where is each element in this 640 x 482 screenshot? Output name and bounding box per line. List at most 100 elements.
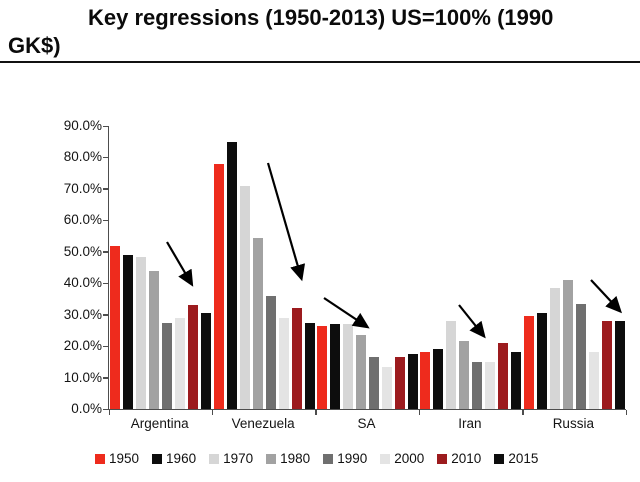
bar-venezuela-2000	[278, 317, 289, 409]
x-label-iran: Iran	[458, 416, 482, 431]
title-divider	[0, 61, 640, 63]
bar-argentina-2015	[201, 313, 212, 409]
bar-iran-2010	[498, 342, 509, 409]
bar-iran-2000	[485, 361, 496, 409]
bar-argentina-1950	[110, 245, 121, 409]
legend-swatch-2015	[494, 453, 505, 464]
bar-iran-1950	[420, 352, 431, 409]
legend-item-1950: 1950	[95, 451, 139, 466]
bar-iran-2015	[511, 352, 522, 409]
legend-swatch-1970	[209, 453, 220, 464]
y-tick	[103, 251, 108, 253]
x-label-venezuela: Venezuela	[231, 416, 295, 431]
bar-iran-1960	[433, 349, 444, 409]
bar-russia-1980	[562, 280, 573, 409]
bar-iran-1980	[459, 341, 470, 409]
bar-sa-1990	[369, 357, 380, 409]
legend-label: 1980	[280, 451, 311, 466]
plot-area	[103, 125, 627, 415]
y-tick-label: 40.0%	[63, 275, 102, 291]
bar-russia-2010	[601, 320, 612, 409]
bar-argentina-1960	[123, 254, 134, 409]
y-tick-label: 0.0%	[71, 401, 102, 416]
x-label-russia: Russia	[552, 416, 594, 431]
bar-russia-1950	[523, 316, 534, 409]
page-title: Key regressions (1950-2013) US=100% (199…	[0, 0, 640, 60]
legend-swatch-2000	[380, 453, 391, 464]
legend-item-2000: 2000	[380, 451, 424, 466]
legend-item-1960: 1960	[152, 451, 196, 466]
bar-iran-1970	[446, 320, 457, 409]
y-tick	[103, 314, 108, 316]
bar-argentina-1970	[136, 256, 147, 409]
bar-sa-1950	[317, 325, 328, 409]
legend-label: 1950	[109, 451, 140, 466]
bar-group-venezuela	[212, 126, 315, 409]
bar-russia-1970	[549, 287, 560, 409]
bar-venezuela-1950	[213, 163, 224, 409]
legend-label: 2000	[394, 451, 425, 466]
bar-group-argentina	[109, 126, 212, 409]
x-tick	[315, 410, 317, 415]
y-tick	[103, 345, 108, 348]
legend-label: 1990	[337, 451, 368, 466]
bar-group-iran	[419, 126, 522, 409]
x-label-argentina: Argentina	[130, 416, 189, 431]
legend-item-1970: 1970	[209, 451, 253, 466]
page-title-line1: Key regressions (1950-2013) US=100% (199…	[88, 5, 554, 30]
bar-russia-1990	[575, 303, 586, 409]
legend-label: 2015	[508, 451, 539, 466]
bar-venezuela-2015	[304, 322, 315, 409]
bar-sa-2010	[395, 357, 406, 409]
bar-russia-1960	[536, 313, 547, 409]
x-tick	[522, 410, 524, 415]
x-axis-labels: Argentina Venezuela SA Iran Russia	[108, 416, 625, 431]
legend-label: 2010	[451, 451, 482, 466]
y-tick-label: 20.0%	[63, 338, 102, 354]
legend-swatch-1980	[266, 453, 277, 464]
bar-iran-1990	[472, 361, 483, 409]
legend-swatch-1960	[152, 453, 163, 464]
y-tick-label: 70.0%	[63, 180, 102, 196]
bar-venezuela-1960	[226, 141, 237, 409]
bar-sa-1960	[330, 324, 341, 409]
y-tick-label: 10.0%	[63, 369, 102, 385]
bar-argentina-2000	[175, 317, 186, 409]
page-title-line2: GK$)	[8, 33, 61, 58]
bar-argentina-1980	[149, 270, 160, 409]
bar-venezuela-1970	[239, 185, 250, 409]
y-tick	[103, 408, 108, 410]
y-tick-label: 80.0%	[63, 149, 102, 165]
legend-swatch-1950	[95, 453, 105, 464]
legend-swatch-2010	[437, 453, 448, 464]
bar-sa-2000	[382, 366, 393, 409]
x-tick	[108, 410, 110, 415]
legend-item-2015: 2015	[494, 451, 538, 466]
bar-group-sa	[316, 126, 419, 409]
y-tick	[103, 282, 108, 285]
bar-russia-2015	[614, 320, 625, 409]
y-tick-label: 90.0%	[63, 118, 102, 133]
y-tick	[103, 156, 108, 159]
bar-argentina-2010	[188, 305, 199, 409]
legend-swatch-1990	[323, 453, 334, 464]
y-tick	[103, 377, 108, 379]
bar-group-russia	[523, 126, 626, 409]
bar-sa-2015	[408, 353, 419, 409]
legend-item-1990: 1990	[323, 451, 367, 466]
bar-venezuela-1980	[252, 237, 263, 409]
legend-label: 1970	[223, 451, 254, 466]
y-tick-label: 50.0%	[63, 243, 102, 259]
x-tick	[418, 410, 421, 415]
bar-venezuela-1990	[265, 295, 276, 409]
legend-item-2010: 2010	[437, 451, 481, 466]
bar-sa-1970	[343, 324, 354, 409]
legend-label: 1960	[166, 451, 197, 466]
x-tick	[211, 410, 214, 415]
y-tick-label: 30.0%	[63, 306, 102, 322]
y-tick	[103, 188, 108, 190]
y-tick	[103, 219, 108, 222]
legend-item-1980: 1980	[266, 451, 310, 466]
bar-venezuela-2010	[291, 308, 302, 409]
